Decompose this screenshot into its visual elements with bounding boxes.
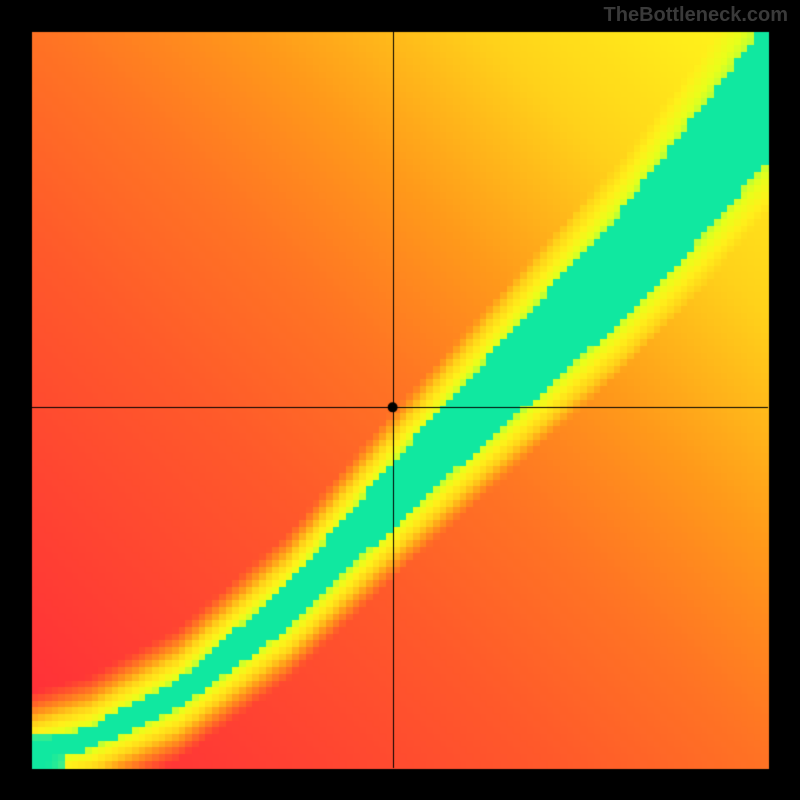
watermark-text: TheBottleneck.com (604, 4, 788, 27)
heatmap-canvas (0, 0, 800, 800)
chart-container: TheBottleneck.com (0, 0, 800, 800)
